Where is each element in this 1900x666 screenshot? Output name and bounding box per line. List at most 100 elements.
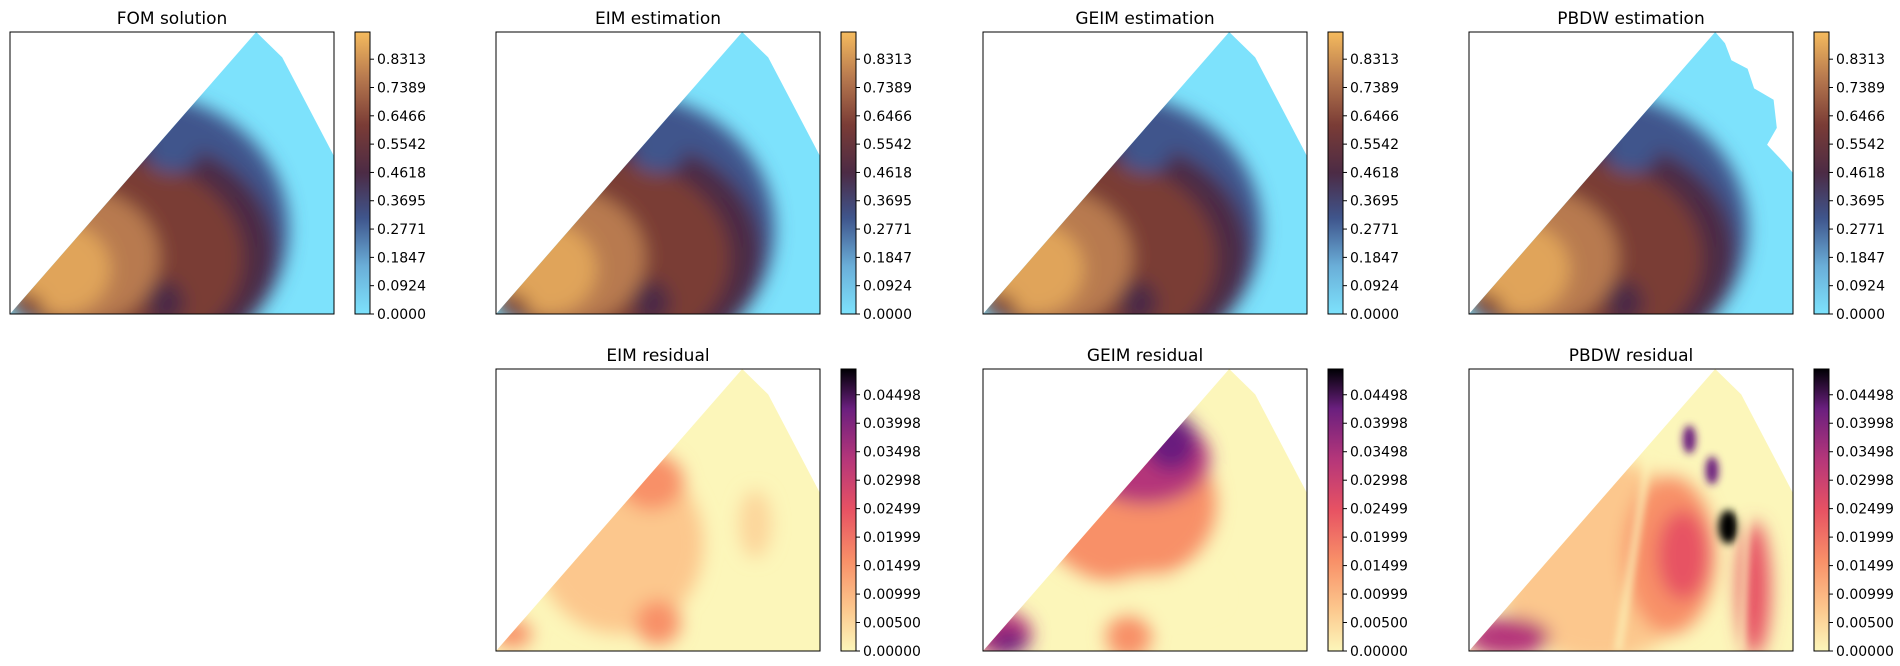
colorbar-tick-label: 0.02499 (1836, 502, 1894, 518)
colorbar-tick-label: 0.03998 (863, 416, 921, 432)
colorbar-tick-label: 0.03498 (863, 445, 921, 461)
panel-title: FOM solution (117, 9, 228, 29)
colorbar (354, 31, 371, 315)
colorbar-tick-label: 0.7389 (1836, 81, 1885, 97)
colorbar-tick-label: 0.0924 (1350, 279, 1399, 295)
colorbar (840, 31, 857, 315)
colorbar-tick-label: 0.6466 (1350, 109, 1399, 125)
colorbar-tick-label: 0.04498 (1836, 388, 1894, 404)
panel-title: EIM residual (606, 346, 709, 366)
colorbar-tick-label: 0.01999 (863, 530, 921, 546)
field-heatmap (496, 369, 820, 651)
colorbar-tick-label: 0.01499 (1836, 559, 1894, 575)
colorbar-tick-label: 0.5542 (863, 137, 912, 153)
colorbar-tick-label: 0.6466 (863, 109, 912, 125)
colorbar-tick-label: 0.7389 (1350, 81, 1399, 97)
colorbar-tick-label: 0.2771 (863, 222, 912, 238)
colorbar-tick-label: 0.1847 (1350, 250, 1399, 266)
colorbar-tick-label: 0.02499 (863, 502, 921, 518)
colorbar-tick-label: 0.02998 (863, 473, 921, 489)
colorbar-tick-label: 0.00500 (1350, 616, 1408, 632)
colorbar-tick-label: 0.3695 (863, 194, 912, 210)
colorbar-tick-label: 0.02998 (1350, 473, 1408, 489)
colorbar-tick-label: 0.3695 (1350, 194, 1399, 210)
colorbar-tick-label: 0.0000 (1836, 307, 1885, 323)
colorbar (1813, 31, 1830, 315)
axes-frame (9, 31, 335, 315)
field-heatmap (1469, 369, 1793, 651)
field-heatmap (1469, 32, 1793, 314)
colorbar (1327, 31, 1344, 315)
colorbar-tick-label: 0.04498 (863, 388, 921, 404)
axes-frame (982, 31, 1308, 315)
panel-title: GEIM estimation (1075, 9, 1214, 29)
axes-frame (495, 31, 821, 315)
colorbar-tick-label: 0.5542 (1836, 137, 1885, 153)
colorbar-tick-label: 0.03998 (1836, 416, 1894, 432)
colorbar-tick-label: 0.00999 (1836, 587, 1894, 603)
colorbar-tick-label: 0.4618 (863, 165, 912, 181)
colorbar-tick-label: 0.3695 (1836, 194, 1885, 210)
colorbar (1813, 368, 1830, 652)
colorbar-tick-label: 0.2771 (377, 222, 426, 238)
colorbar-tick-label: 0.5542 (377, 137, 426, 153)
colorbar (1327, 368, 1344, 652)
colorbar-tick-label: 0.1847 (1836, 250, 1885, 266)
field-heatmap (496, 32, 820, 314)
colorbar-tick-label: 0.01499 (1350, 559, 1408, 575)
panel-title: EIM estimation (595, 9, 721, 29)
colorbar-tick-label: 0.1847 (863, 250, 912, 266)
axes-frame (1468, 368, 1794, 652)
panel-1: FOM solution 0.8313 0.7389 0.6466 0.5542 0.46… (9, 9, 426, 323)
colorbar-tick-label: 0.03498 (1350, 445, 1408, 461)
colorbar-tick-label: 0.02499 (1350, 502, 1408, 518)
colorbar-tick-label: 0.00000 (863, 644, 921, 660)
colorbar-tick-label: 0.2771 (1350, 222, 1399, 238)
panel-4: PBDW estimation 0.8313 0.7389 0.6466 0.5542 0… (1468, 9, 1885, 323)
colorbar-tick-label: 0.00500 (1836, 616, 1894, 632)
colorbar-tick-label: 0.00999 (863, 587, 921, 603)
panel-title: PBDW residual (1569, 346, 1694, 366)
colorbar-tick-label: 0.4618 (377, 165, 426, 181)
axes-frame (495, 368, 821, 652)
colorbar (840, 368, 857, 652)
colorbar-tick-label: 0.4618 (1836, 165, 1885, 181)
panel-3: GEIM estimation 0.8313 0.7389 0.6466 0.5542 0… (982, 9, 1399, 323)
colorbar-tick-label: 0.0924 (863, 279, 912, 295)
colorbar-tick-label: 0.8313 (1836, 52, 1885, 68)
panel-title: PBDW estimation (1557, 9, 1704, 29)
colorbar-tick-label: 0.00000 (1836, 644, 1894, 660)
colorbar-tick-label: 0.0000 (1350, 307, 1399, 323)
colorbar-tick-label: 0.00500 (863, 616, 921, 632)
field-heatmap (983, 32, 1307, 314)
panel-title: GEIM residual (1087, 346, 1203, 366)
colorbar-tick-label: 0.0924 (1836, 279, 1885, 295)
field-heatmap (10, 32, 334, 314)
colorbar-tick-label: 0.4618 (1350, 165, 1399, 181)
colorbar-tick-label: 0.1847 (377, 250, 426, 266)
panel-2: EIM estimation 0.8313 0.7389 0.6466 0.5542 0.… (495, 9, 912, 323)
colorbar-tick-label: 0.01999 (1836, 530, 1894, 546)
colorbar-tick-label: 0.3695 (377, 194, 426, 210)
colorbar-tick-label: 0.7389 (863, 81, 912, 97)
colorbar-tick-label: 0.8313 (377, 52, 426, 68)
colorbar-tick-label: 0.02998 (1836, 473, 1894, 489)
colorbar-tick-label: 0.04498 (1350, 388, 1408, 404)
panel-5: EIM residual 0.04498 0.03998 0.03498 0.02998… (495, 346, 921, 660)
colorbar-tick-label: 0.03998 (1350, 416, 1408, 432)
colorbar-tick-label: 0.03498 (1836, 445, 1894, 461)
colorbar-tick-label: 0.01499 (863, 559, 921, 575)
colorbar-tick-label: 0.7389 (377, 81, 426, 97)
colorbar-tick-label: 0.00999 (1350, 587, 1408, 603)
colorbar-tick-label: 0.6466 (377, 109, 426, 125)
colorbar-tick-label: 0.01999 (1350, 530, 1408, 546)
colorbar-tick-label: 0.2771 (1836, 222, 1885, 238)
colorbar-tick-label: 0.0000 (863, 307, 912, 323)
colorbar-tick-label: 0.5542 (1350, 137, 1399, 153)
colorbar-tick-label: 0.0924 (377, 279, 426, 295)
field-heatmap (983, 369, 1307, 651)
colorbar-tick-label: 0.6466 (1836, 109, 1885, 125)
colorbar-tick-label: 0.8313 (1350, 52, 1399, 68)
axes-frame (982, 368, 1308, 652)
